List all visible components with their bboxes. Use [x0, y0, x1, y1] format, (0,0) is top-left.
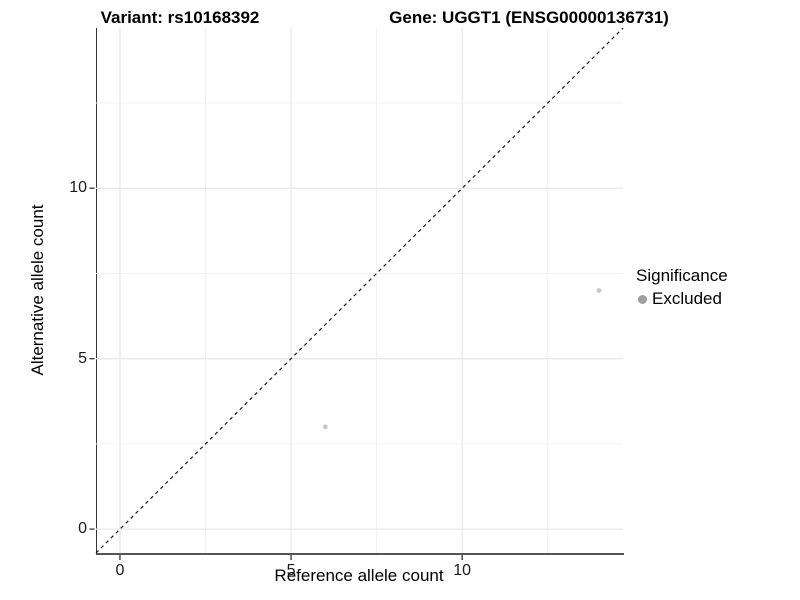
- x-tick-label: 5: [286, 562, 296, 579]
- plot-panel: [96, 28, 624, 555]
- legend: Significance Excluded: [636, 266, 728, 309]
- y-tick-label: 10: [69, 179, 87, 197]
- x-axis-title: Reference allele count: [274, 566, 444, 585]
- legend-title: Significance: [636, 266, 728, 285]
- variant-title: Variant: rs10168392: [100, 8, 260, 27]
- x-tick-label: 10: [453, 562, 472, 579]
- legend-entry-label: Excluded: [652, 289, 722, 308]
- y-axis-title: Alternative allele count: [28, 204, 47, 376]
- gene-title: Gene: UGGT1 (ENSG00000136731): [389, 8, 669, 27]
- y-tick-label: 0: [78, 520, 87, 538]
- y-tick-label: 5: [78, 349, 87, 367]
- legend-entry-excluded: Excluded: [636, 289, 728, 309]
- x-tick-label: 0: [115, 562, 125, 579]
- legend-key-dot-icon: [638, 294, 647, 304]
